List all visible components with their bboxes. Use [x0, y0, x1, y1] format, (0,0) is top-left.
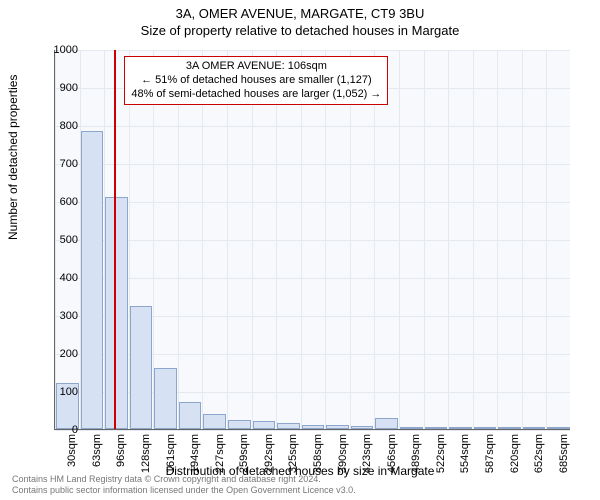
- histogram-bar: [400, 427, 423, 429]
- histogram-bar: [351, 426, 374, 429]
- gridline-v: [473, 50, 474, 429]
- gridline-v: [399, 50, 400, 429]
- x-tick-label: 96sqm: [115, 434, 127, 474]
- x-tick-label: 587sqm: [484, 434, 496, 474]
- x-tick-label: 259sqm: [238, 434, 250, 474]
- annotation-line3: 48% of semi-detached houses are larger (…: [131, 88, 381, 102]
- gridline-v: [227, 50, 228, 429]
- marker-line: [114, 50, 116, 429]
- x-tick-label: 292sqm: [263, 434, 275, 474]
- x-tick-label: 685sqm: [558, 434, 570, 474]
- gridline-v: [374, 50, 375, 429]
- gridline-v: [350, 50, 351, 429]
- histogram-bar: [277, 423, 300, 429]
- page-subtitle: Size of property relative to detached ho…: [0, 23, 600, 38]
- x-tick-label: 390sqm: [337, 434, 349, 474]
- x-tick-label: 227sqm: [214, 434, 226, 474]
- gridline-h: [55, 50, 570, 51]
- gridline-h: [55, 430, 570, 431]
- footer-line2: Contains public sector information licen…: [12, 485, 356, 496]
- histogram-bar: [425, 427, 448, 429]
- histogram-bar: [253, 421, 276, 429]
- annotation-line2: ← 51% of detached houses are smaller (1,…: [131, 74, 381, 88]
- gridline-v: [546, 50, 547, 429]
- x-tick-label: 325sqm: [287, 434, 299, 474]
- x-tick-label: 522sqm: [435, 434, 447, 474]
- x-tick-label: 30sqm: [66, 434, 78, 474]
- histogram-bar: [326, 425, 349, 429]
- y-tick-label: 900: [38, 82, 78, 94]
- gridline-v: [522, 50, 523, 429]
- x-tick-label: 358sqm: [312, 434, 324, 474]
- y-tick-label: 200: [38, 348, 78, 360]
- y-tick-label: 1000: [38, 44, 78, 56]
- histogram-bar: [179, 402, 202, 429]
- attribution-footer: Contains HM Land Registry data © Crown c…: [12, 474, 356, 496]
- plot-area: 3A OMER AVENUE: 106sqm← 51% of detached …: [54, 50, 570, 430]
- histogram-bar: [105, 197, 128, 429]
- histogram-bar: [523, 427, 546, 429]
- gridline-h: [55, 164, 570, 165]
- x-tick-label: 456sqm: [386, 434, 398, 474]
- histogram-bar: [449, 427, 472, 429]
- gridline-v: [252, 50, 253, 429]
- y-tick-label: 300: [38, 310, 78, 322]
- gridline-h: [55, 202, 570, 203]
- gridline-v: [276, 50, 277, 429]
- y-tick-label: 400: [38, 272, 78, 284]
- gridline-v: [202, 50, 203, 429]
- page-address-title: 3A, OMER AVENUE, MARGATE, CT9 3BU: [0, 6, 600, 21]
- histogram-bar: [302, 425, 325, 429]
- histogram-bar: [375, 418, 398, 429]
- histogram-bar: [130, 306, 153, 430]
- histogram-bar: [498, 427, 521, 429]
- gridline-h: [55, 126, 570, 127]
- gridline-h: [55, 278, 570, 279]
- x-tick-label: 652sqm: [533, 434, 545, 474]
- y-tick-label: 700: [38, 158, 78, 170]
- annotation-line1: 3A OMER AVENUE: 106sqm: [131, 60, 381, 74]
- gridline-v: [497, 50, 498, 429]
- x-tick-label: 620sqm: [509, 434, 521, 474]
- histogram-chart: 3A OMER AVENUE: 106sqm← 51% of detached …: [54, 50, 570, 430]
- gridline-v: [301, 50, 302, 429]
- footer-line1: Contains HM Land Registry data © Crown c…: [12, 474, 356, 485]
- y-axis-label: Number of detached properties: [6, 75, 20, 240]
- histogram-bar: [228, 420, 251, 430]
- x-tick-label: 194sqm: [189, 434, 201, 474]
- x-tick-label: 554sqm: [459, 434, 471, 474]
- gridline-v: [448, 50, 449, 429]
- x-tick-label: 63sqm: [91, 434, 103, 474]
- histogram-bar: [203, 414, 226, 429]
- x-tick-label: 161sqm: [165, 434, 177, 474]
- annotation-box: 3A OMER AVENUE: 106sqm← 51% of detached …: [124, 56, 388, 105]
- gridline-v: [424, 50, 425, 429]
- gridline-v: [325, 50, 326, 429]
- y-tick-label: 100: [38, 386, 78, 398]
- x-tick-label: 423sqm: [361, 434, 373, 474]
- histogram-bar: [81, 131, 104, 429]
- histogram-bar: [154, 368, 177, 429]
- y-tick-label: 500: [38, 234, 78, 246]
- gridline-v: [178, 50, 179, 429]
- y-tick-label: 800: [38, 120, 78, 132]
- histogram-bar: [547, 427, 570, 429]
- x-tick-label: 128sqm: [140, 434, 152, 474]
- gridline-h: [55, 240, 570, 241]
- x-tick-label: 489sqm: [410, 434, 422, 474]
- histogram-bar: [474, 427, 497, 429]
- y-tick-label: 600: [38, 196, 78, 208]
